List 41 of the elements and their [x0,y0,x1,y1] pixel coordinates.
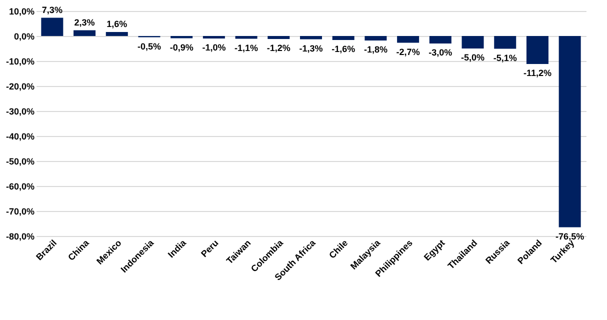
data-label: -11,2% [523,68,552,78]
bar [268,36,290,39]
y-tick-label: -20,0% [6,82,34,92]
bar [526,36,548,64]
data-label: 1,6% [106,19,128,29]
y-tick-label: -10,0% [6,56,34,66]
data-label: -5,1% [493,52,517,63]
data-label: 2,3% [74,17,95,28]
bar [332,36,354,40]
bar [74,30,96,36]
data-label: -1,6% [332,44,356,54]
data-label: -0,9% [170,42,194,52]
data-label: 7,3% [42,4,62,15]
data-label: -1,8% [364,44,388,54]
bar [494,36,516,49]
y-tick-label: -80,0% [6,232,34,242]
y-tick-label: -30,0% [6,106,34,116]
y-tick-label: -60,0% [6,182,34,192]
y-tick-label: -50,0% [6,156,34,166]
data-label: -1,1% [234,42,258,53]
data-label: -2,7% [396,46,420,57]
bar [41,18,64,36]
bar [462,36,484,48]
bar [235,36,258,39]
y-tick-label: 10,0% [8,6,34,16]
data-label: -5,0% [461,52,485,62]
data-label: -1,3% [299,43,323,54]
bar [300,36,322,40]
data-label: -76,5% [556,231,584,242]
data-label: -3,0% [428,48,452,58]
bar [558,36,581,228]
y-tick-label: 0,0% [14,32,34,42]
bar [106,32,128,36]
bar [429,36,452,44]
data-label: -1,0% [202,42,226,52]
y-tick-label: -40,0% [6,132,34,142]
bar [364,36,387,40]
y-tick-label: -70,0% [6,206,34,216]
data-label: -0,5% [137,41,161,52]
bar [397,36,420,43]
data-label: -1,2% [266,43,290,53]
